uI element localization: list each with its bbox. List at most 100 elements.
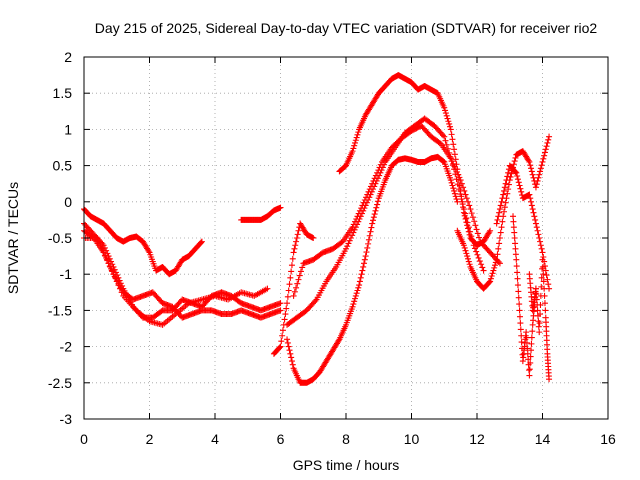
data-point bbox=[289, 361, 296, 368]
data-point bbox=[527, 162, 534, 169]
data-point bbox=[443, 141, 450, 148]
data-point bbox=[462, 191, 469, 198]
data-point bbox=[474, 251, 481, 258]
data-point bbox=[103, 256, 110, 263]
data-point bbox=[345, 240, 352, 247]
data-point bbox=[536, 329, 543, 336]
series-arc-5 bbox=[238, 204, 284, 223]
data-point bbox=[540, 278, 547, 285]
data-point bbox=[355, 210, 362, 217]
data-point bbox=[526, 158, 533, 165]
data-point bbox=[264, 285, 271, 292]
data-point bbox=[516, 313, 523, 320]
data-point bbox=[464, 253, 471, 260]
data-point bbox=[288, 262, 295, 269]
data-point bbox=[537, 168, 544, 175]
data-point bbox=[102, 253, 109, 260]
data-point bbox=[294, 280, 301, 287]
data-point bbox=[516, 307, 523, 314]
data-point bbox=[374, 169, 381, 176]
y-tick-label: 0.5 bbox=[53, 158, 73, 174]
data-point bbox=[469, 214, 476, 221]
data-point bbox=[516, 301, 523, 308]
data-point bbox=[284, 300, 291, 307]
y-tick-label: 0 bbox=[64, 194, 72, 210]
data-point bbox=[471, 218, 478, 225]
data-point bbox=[458, 193, 465, 200]
data-point bbox=[523, 339, 530, 346]
data-point bbox=[496, 260, 503, 267]
data-point bbox=[508, 170, 515, 177]
data-point bbox=[523, 334, 530, 341]
y-axis-title: SDTVAR / TECUs bbox=[5, 182, 21, 294]
data-point bbox=[281, 316, 288, 323]
data-point bbox=[113, 278, 120, 285]
data-point bbox=[354, 287, 361, 294]
data-point bbox=[505, 181, 512, 188]
data-point bbox=[544, 276, 551, 283]
data-point bbox=[359, 202, 366, 209]
data-point bbox=[532, 220, 539, 227]
data-point bbox=[515, 294, 522, 301]
data-point bbox=[517, 185, 524, 192]
data-point bbox=[519, 351, 526, 358]
data-point bbox=[364, 191, 371, 198]
data-point bbox=[544, 139, 551, 146]
data-point bbox=[492, 262, 499, 269]
data-point bbox=[532, 184, 539, 191]
data-point bbox=[524, 345, 531, 352]
data-point bbox=[294, 231, 301, 238]
data-point bbox=[501, 184, 508, 191]
data-point bbox=[335, 337, 342, 344]
data-point bbox=[498, 198, 505, 205]
data-point bbox=[367, 228, 374, 235]
data-point bbox=[517, 326, 524, 333]
data-point bbox=[527, 359, 534, 366]
data-point bbox=[491, 264, 498, 271]
data-point bbox=[463, 250, 470, 257]
data-point bbox=[514, 275, 521, 282]
data-point bbox=[372, 207, 379, 214]
data-point bbox=[358, 271, 365, 278]
data-point bbox=[463, 219, 470, 226]
data-point bbox=[343, 245, 349, 252]
data-point bbox=[505, 186, 512, 193]
data-point bbox=[352, 218, 359, 225]
data-point bbox=[365, 236, 372, 243]
y-tick-label: -3 bbox=[60, 411, 73, 427]
data-point bbox=[293, 238, 300, 245]
data-point bbox=[504, 173, 511, 180]
data-point bbox=[451, 187, 458, 194]
data-point bbox=[537, 301, 544, 308]
data-point bbox=[371, 211, 378, 218]
data-point bbox=[293, 284, 300, 291]
data-point bbox=[532, 285, 539, 292]
data-point bbox=[287, 350, 294, 357]
data-point bbox=[495, 213, 502, 220]
data-point bbox=[288, 358, 295, 365]
data-point bbox=[478, 261, 485, 268]
data-point bbox=[276, 344, 283, 351]
data-point bbox=[479, 264, 486, 271]
data-point bbox=[516, 182, 523, 189]
data-point bbox=[538, 274, 545, 281]
data-point bbox=[370, 217, 377, 224]
data-point bbox=[537, 238, 544, 245]
data-point bbox=[277, 307, 284, 314]
series-arc-9 bbox=[290, 122, 503, 299]
data-point bbox=[361, 256, 368, 263]
data-point bbox=[529, 328, 536, 335]
data-point bbox=[514, 176, 521, 183]
data-point bbox=[452, 193, 459, 200]
data-point bbox=[108, 267, 115, 274]
data-point bbox=[467, 206, 474, 213]
data-point bbox=[462, 247, 469, 254]
data-point bbox=[494, 251, 501, 258]
data-point bbox=[358, 205, 365, 212]
data-point bbox=[295, 276, 302, 283]
data-point bbox=[105, 260, 112, 267]
y-tick-label: -2.5 bbox=[48, 375, 72, 391]
data-point bbox=[287, 274, 294, 281]
data-point bbox=[351, 298, 358, 305]
